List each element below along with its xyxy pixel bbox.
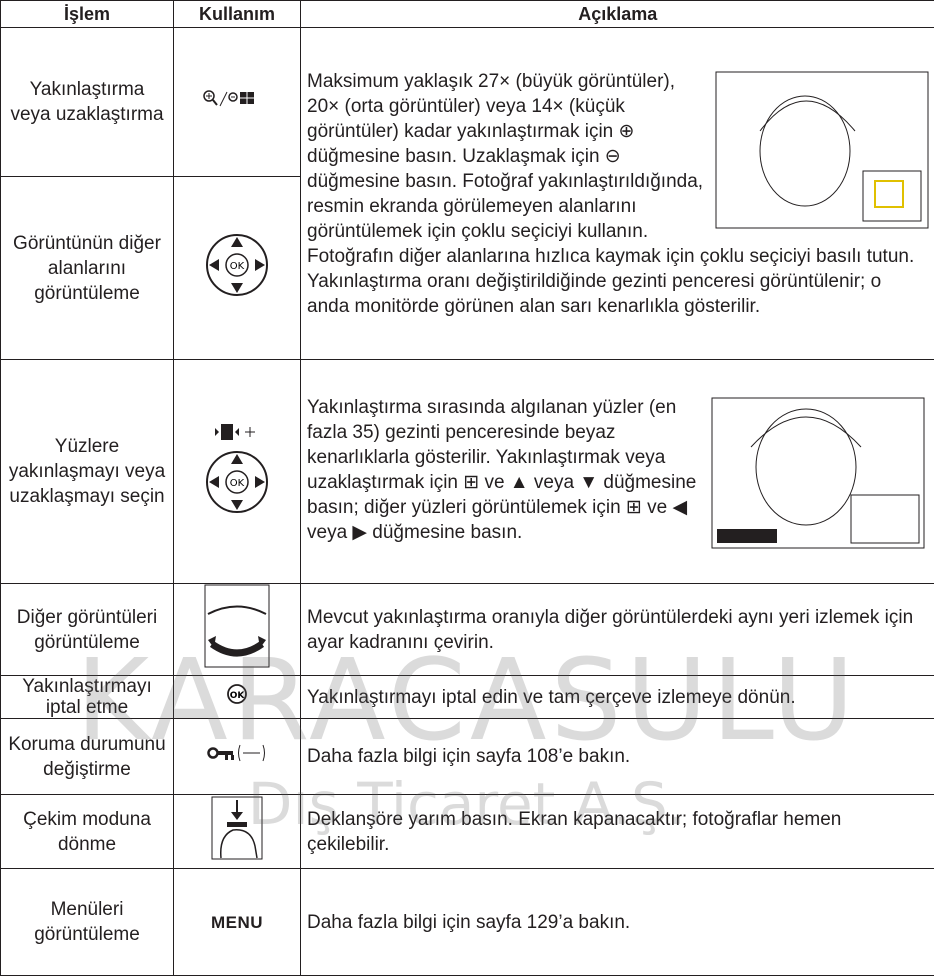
svg-text:OK: OK: [230, 478, 245, 489]
action: Yakınlaştırmayı iptal etme: [1, 676, 174, 719]
shutter-icon: [211, 796, 263, 860]
description: Yakınlaştırma sırasında algılanan yüzler…: [301, 360, 934, 584]
usage-icon: [174, 795, 301, 869]
header-cell: İşlem: [1, 1, 174, 28]
usage-icon: [174, 584, 301, 676]
usage: MENU: [174, 869, 301, 976]
row: Koruma durumunu değiştirme Daha fazla bi…: [1, 719, 934, 795]
action: Menüleri görüntüleme: [1, 869, 174, 976]
header-cell: Açıklama: [301, 1, 934, 28]
action: Yüzlere yakınlaşmayı veya uzaklaşmayı se…: [1, 360, 174, 584]
photo-thumbnail: [715, 71, 929, 229]
usage-icon: OK: [174, 177, 301, 360]
usage-icon: [174, 28, 301, 177]
header-cell: Kullanım: [174, 1, 301, 28]
row: Yakınlaştırmayı iptal etme OK Yakınlaştı…: [1, 676, 934, 719]
action: Yakınlaştırma veya uzaklaştırma: [1, 28, 174, 177]
description: Daha fazla bilgi için sayfa 108’e bakın.: [301, 719, 934, 795]
command-dial-icon: [204, 584, 270, 668]
multi-selector-icon: OK: [205, 233, 269, 297]
svg-text:OK: OK: [230, 691, 246, 701]
action: Diğer görüntüleri görüntüleme: [1, 584, 174, 676]
row: Diğer görüntüleri görüntüleme Mevcut yak…: [1, 584, 934, 676]
usage-icon: OK: [174, 676, 301, 719]
description: Maksimum yaklaşık 27× (büyük görüntüler)…: [301, 28, 934, 360]
description: Yakınlaştırmayı iptal edin ve tam çerçev…: [301, 676, 934, 719]
description: Daha fazla bilgi için sayfa 129’a bakın.: [301, 869, 934, 976]
ok-icon: OK: [226, 683, 248, 705]
description-text: Yakınlaştırma sırasında algılanan yüzler…: [307, 397, 696, 543]
header-row: İşlem Kullanım Açıklama: [1, 1, 934, 28]
action: Koruma durumunu değiştirme: [1, 719, 174, 795]
usage-icon: [174, 719, 301, 795]
protect-icon: [207, 742, 267, 764]
description: Mevcut yakınlaştırma oranıyla diğer görü…: [301, 584, 934, 676]
action: Çekim moduna dönme: [1, 795, 174, 869]
row: Yakınlaştırma veya uzaklaştırma Maksimum…: [1, 28, 934, 177]
photo-thumbnail: [711, 397, 925, 549]
svg-text:OK: OK: [230, 261, 245, 272]
usage-icon: OK: [174, 360, 301, 584]
description: Deklanşöre yarım basın. Ekran kapanacakt…: [301, 795, 934, 869]
row: Yüzlere yakınlaşmayı veya uzaklaşmayı se…: [1, 360, 934, 584]
action: Görüntünün diğer alanlarını görüntüleme: [1, 177, 174, 360]
zoom-icon: [202, 89, 272, 109]
row: Menüleri görüntüleme MENU Daha fazla bil…: [1, 869, 934, 976]
row: Çekim moduna dönme Deklanşöre yarım bası…: [1, 795, 934, 869]
face-zoom-icon: OK: [205, 422, 269, 514]
